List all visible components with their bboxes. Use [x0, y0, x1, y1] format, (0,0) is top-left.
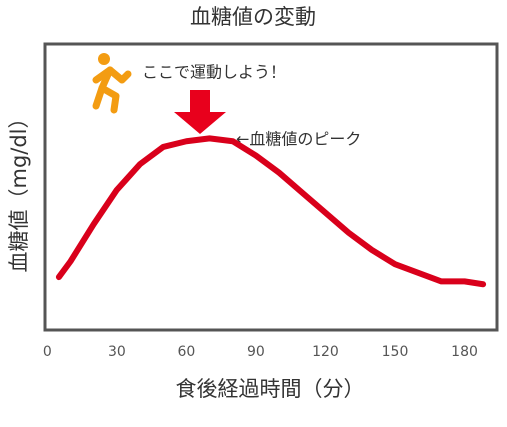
- peak-arrow: [174, 90, 226, 134]
- x-tick-label: 90: [247, 344, 265, 360]
- plot-frame: [43, 42, 499, 332]
- x-tick-label: 180: [451, 344, 478, 360]
- x-tick-label: 60: [177, 344, 195, 360]
- x-axis-label: 食後経過時間（分）: [176, 377, 365, 401]
- x-tick-label: 150: [382, 344, 409, 360]
- chart-title: 血糖値の変動: [190, 5, 316, 29]
- x-tick-label: 30: [108, 344, 126, 360]
- x-tick-label: 0: [43, 344, 52, 360]
- runner-icon: [92, 53, 132, 114]
- x-tick-label: 120: [312, 344, 339, 360]
- data-line: [55, 135, 487, 288]
- y-axis-label: 血糖値（mg/dl）: [7, 107, 31, 272]
- annotation: ←血糖値のピーク: [236, 130, 361, 149]
- annotation: ここで運動しよう！: [142, 63, 286, 82]
